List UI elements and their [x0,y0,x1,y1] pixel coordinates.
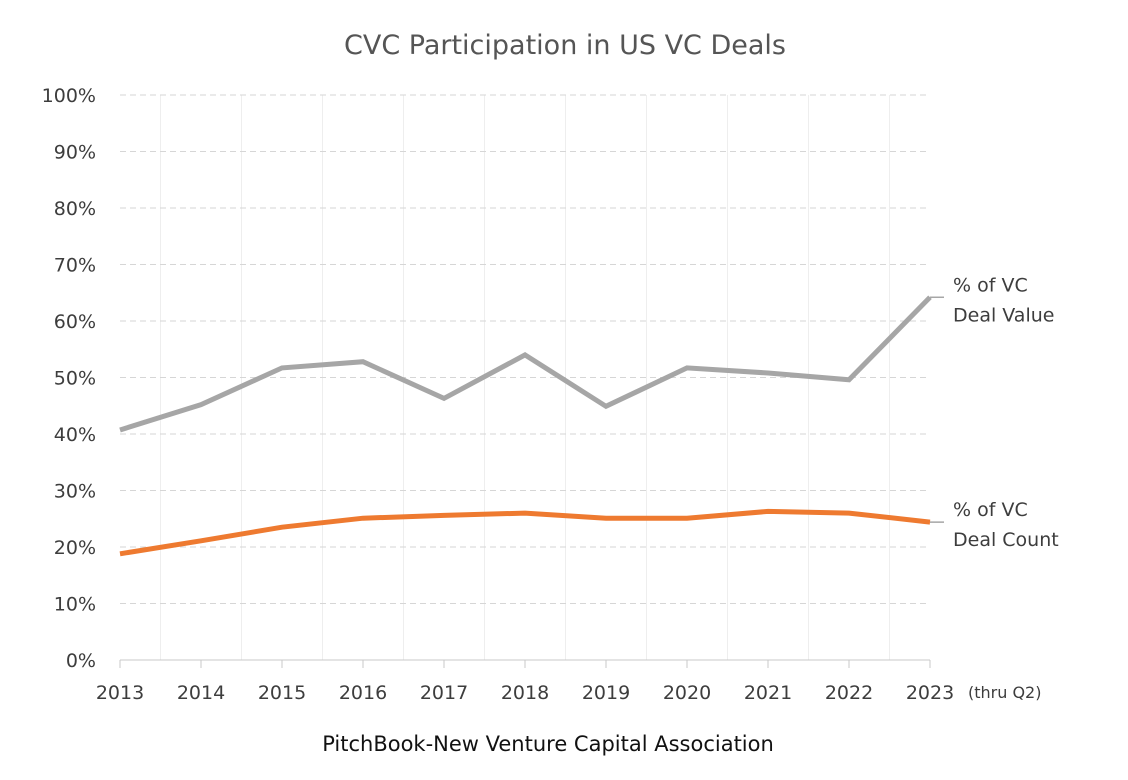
y-tick-label: 100% [42,85,96,107]
series-line [119,508,931,557]
y-tick-label: 60% [54,311,96,333]
series-label: Deal Value [953,304,1054,326]
x-tick-label: 2015 [258,682,306,704]
y-tick-label: 20% [54,537,96,559]
x-tick-label: 2023 [906,682,954,704]
gridlines [120,94,930,660]
x-tick-label: 2013 [96,682,144,704]
x-tick-label: 2017 [420,682,468,704]
y-tick-label: 70% [54,255,96,277]
axes: 0% 10% 20% 30% 40% 50% 60% 70% 80% 90% 100% 2013 201… [42,85,1042,704]
x-tick-label: 2020 [663,682,711,704]
series-group [119,295,932,557]
series-label: % of VC [953,499,1028,521]
x-tick-label: 2019 [582,682,630,704]
x-tick-label: 2022 [825,682,873,704]
x-tick-label: 2018 [501,682,549,704]
chart-title: CVC Participation in US VC Deals [344,30,786,61]
y-tick-label: 30% [54,481,96,503]
x-tick-label: 2016 [339,682,387,704]
x-axis-note: (thru Q2) [968,683,1041,702]
series-label: % of VC [953,274,1028,296]
y-tick-label: 50% [54,368,96,390]
series-line [119,295,932,433]
x-tick-label: 2014 [177,682,225,704]
y-tick-label: 40% [54,424,96,446]
x-tick-label: 2021 [744,682,792,704]
y-tick-label: 80% [54,198,96,220]
y-tick-label: 90% [54,142,96,164]
chart-source: PitchBook-New Venture Capital Associatio… [322,732,774,756]
y-tick-label: 10% [54,594,96,616]
series-label: Deal Count [953,529,1059,551]
series-labels: % of VC Deal Value % of VC Deal Count [930,274,1059,551]
y-tick-label: 0% [66,650,96,672]
